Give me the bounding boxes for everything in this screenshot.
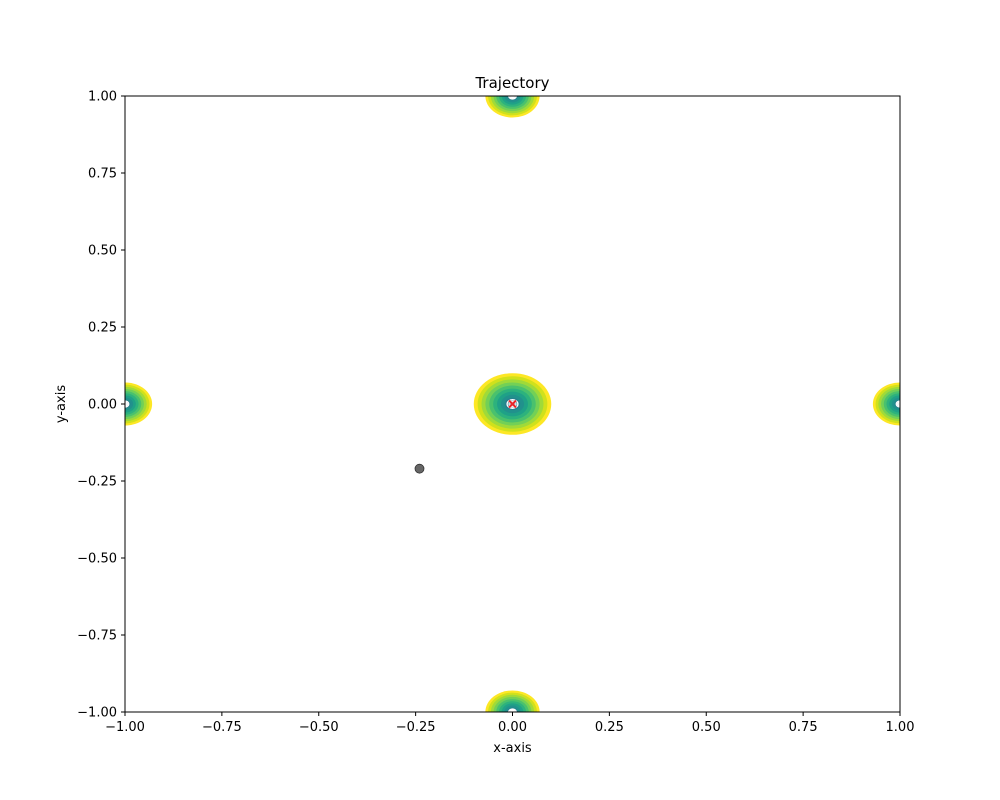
y-tick-label: 0.75 — [88, 167, 117, 182]
y-tick-label: −0.75 — [77, 629, 117, 644]
contour-well — [872, 382, 900, 426]
contour-line — [896, 401, 900, 407]
contour-well — [485, 96, 540, 118]
contour-well — [485, 690, 540, 712]
target-marker — [508, 399, 517, 409]
y-tick-label: 0.25 — [88, 321, 117, 336]
x-tick-label: −0.50 — [299, 720, 339, 735]
x-tick-label: 1.00 — [886, 720, 915, 735]
contour-line — [125, 401, 129, 407]
y-tick-label: −1.00 — [77, 706, 117, 721]
contour-line — [506, 399, 519, 409]
contour-line — [125, 400, 130, 408]
contour-line — [895, 400, 900, 408]
contour-line — [508, 400, 517, 408]
contour-line — [508, 708, 517, 712]
x-tick-label: −1.00 — [105, 720, 145, 735]
contour-line — [508, 96, 517, 100]
trajectory-point — [414, 463, 425, 474]
y-tick-label: −0.25 — [77, 475, 117, 490]
contour-line — [125, 402, 127, 406]
x-tick-label: −0.75 — [202, 720, 242, 735]
x-tick-label: 0.50 — [692, 720, 721, 735]
x-tick-label: 0.00 — [498, 720, 527, 735]
marker-layer — [414, 399, 517, 474]
y-tick-label: 0.50 — [88, 244, 117, 259]
contour-layer — [125, 96, 900, 712]
y-axis-label: y-axis — [54, 385, 69, 423]
x-axis-ticks: −1.00 −0.75 −0.50 −0.25 0.00 0.25 0.50 0.75 1.00 — [105, 712, 914, 735]
y-tick-label: 0.00 — [88, 398, 117, 413]
x-tick-label: −0.25 — [396, 720, 436, 735]
x-tick-label: 0.25 — [595, 720, 624, 735]
chart-title: Trajectory — [474, 74, 549, 92]
target-x-stroke — [508, 399, 517, 409]
y-tick-label: 1.00 — [88, 90, 117, 105]
x-axis-label: x-axis — [493, 741, 532, 756]
x-tick-label: 0.75 — [789, 720, 818, 735]
y-axis-ticks: 1.00 0.75 0.50 0.25 0.00 −0.25 −0.50 −0.75 −1.00 — [77, 90, 125, 721]
contour-well — [125, 382, 153, 426]
y-tick-label: −0.50 — [77, 552, 117, 567]
